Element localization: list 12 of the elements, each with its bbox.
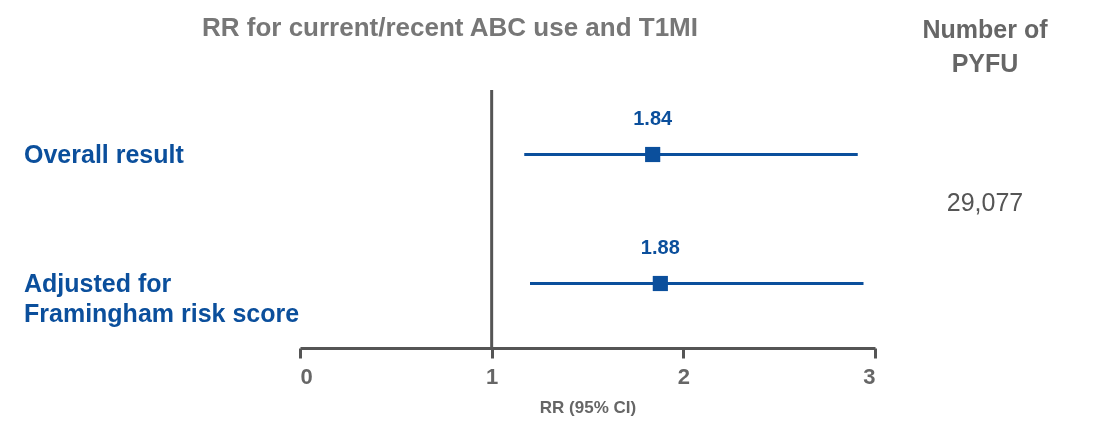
x-tick-label: 2: [677, 363, 690, 389]
y-tick-label: Overall result: [24, 139, 185, 168]
text: 29,077: [946, 188, 1024, 216]
x-tick-label: 0: [300, 363, 313, 389]
data-label: 1.84: [633, 106, 673, 129]
text: Number of PYFU: [922, 15, 1049, 77]
x-tick-label: 3: [863, 363, 876, 389]
x-axis-title: RR (95% CI): [539, 397, 637, 417]
data-label: 1.88: [640, 235, 680, 258]
x-tick-label: 1: [486, 363, 499, 389]
y-tick-label: Adjusted for Framingham risk score: [24, 268, 300, 327]
chart-title: RR for current/recent ABC use and T1MI: [201, 12, 699, 42]
